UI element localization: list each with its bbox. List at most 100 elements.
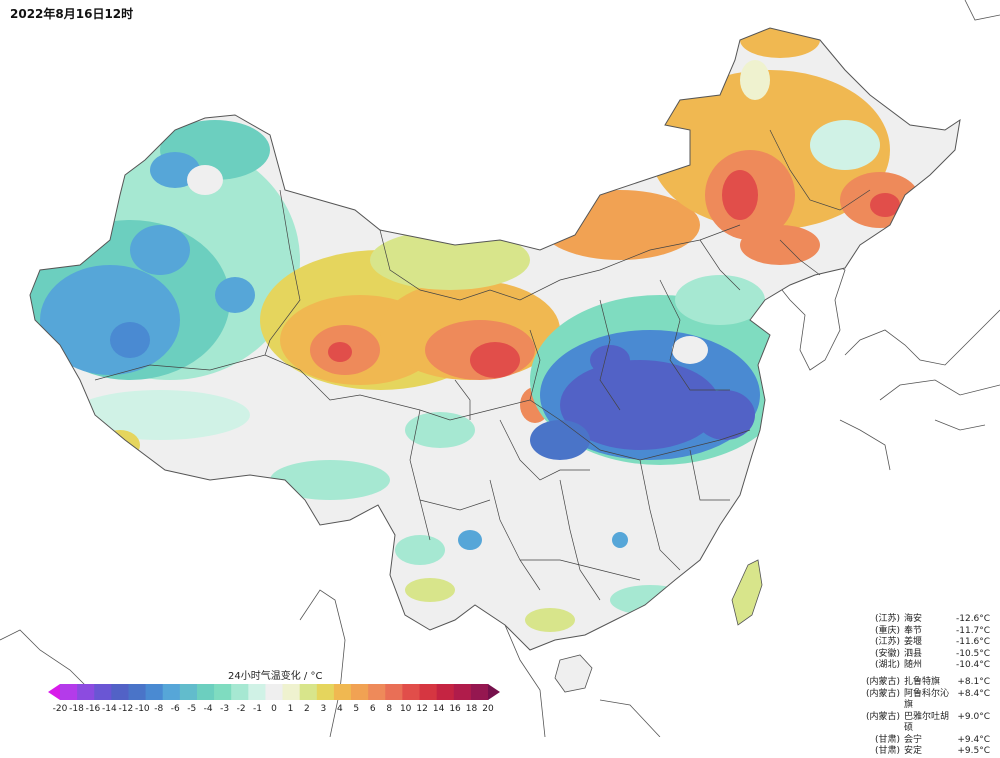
hainan-island — [554, 654, 593, 693]
station-value: -11.6°C — [956, 637, 991, 647]
station-value: -12.6°C — [956, 614, 991, 624]
colorbar-segment — [282, 684, 301, 700]
station-name: 巴雅尔吐胡硕 — [904, 711, 950, 734]
colorbar-segment — [60, 684, 78, 700]
station-region: (湖北) — [874, 660, 900, 670]
station-region: (安徽) — [874, 648, 900, 659]
station-value: +9.5°C — [957, 746, 990, 756]
china-border — [29, 27, 961, 651]
legend-tick-label: -6 — [170, 704, 180, 714]
legend-tick-label: -14 — [102, 704, 117, 714]
extreme-station-row: (甘肃) 安定 +9.5°C — [808, 746, 990, 758]
legend-tick-label: -12 — [118, 704, 134, 714]
colorbar-segment — [436, 684, 455, 700]
station-region: (内蒙古) — [865, 688, 900, 699]
station-name: 奉节 — [904, 625, 923, 636]
colorbar-segment — [299, 684, 318, 700]
legend-tick-label: -4 — [203, 704, 213, 714]
legend-colorbar — [48, 684, 500, 700]
station-value: +9.4°C — [957, 734, 990, 745]
station-name: 泗县 — [904, 648, 923, 659]
colorbar-segment — [265, 684, 284, 700]
colorbar-arrow-high — [488, 684, 500, 700]
warm-extremes-list: (内蒙古) 扎鲁特旗 +8.1°C (内蒙古) 阿鲁科尔沁旗 +8.4°C (内蒙古) 巴雅尔… — [808, 677, 990, 758]
station-region: (甘肃) — [874, 746, 900, 756]
colorbar-segment — [94, 684, 112, 700]
extreme-station-row: (湖北) 随州 -10.4°C — [808, 660, 990, 672]
legend-tick-label: -1 — [253, 704, 263, 714]
colorbar-segment — [145, 684, 164, 700]
colorbar-segment — [128, 684, 147, 700]
legend-tick-label: 8 — [386, 704, 393, 714]
legend-tick-label: 0 — [271, 704, 277, 714]
legend-tick-label: -20 — [52, 704, 68, 714]
extreme-station-row: (江苏) 姜堰 -11.6°C — [808, 637, 990, 649]
legend-tick-label: 6 — [369, 704, 376, 714]
station-value: -10.4°C — [956, 660, 991, 670]
legend-tick-label: 10 — [399, 704, 412, 714]
colorbar-segment — [470, 684, 489, 700]
station-value: -11.7°C — [956, 625, 991, 636]
colorbar-segment — [419, 684, 438, 700]
station-value: +8.1°C — [957, 677, 990, 687]
extreme-station-row: (内蒙古) 阿鲁科尔沁旗 +8.4°C — [808, 689, 990, 712]
legend-tick-label: 4 — [336, 704, 343, 714]
legend-tick-label: 1 — [287, 704, 294, 714]
legend-tick-label: -5 — [187, 704, 197, 714]
colorbar-segment — [196, 684, 215, 700]
station-name: 姜堰 — [904, 637, 923, 647]
cold-extremes-list: (江苏) 海安 -12.6°C (重庆) 奉节 -11.7°C (江苏) 姜堰 -11.6°C(… — [808, 614, 990, 672]
extreme-station-row: (江苏) 海安 -12.6°C — [808, 614, 990, 626]
station-name: 随州 — [904, 660, 923, 670]
colorbar-segment — [179, 684, 198, 700]
legend-tick-label: -18 — [69, 704, 84, 714]
legend-tick-label: 20 — [482, 704, 494, 714]
extreme-station-row: (内蒙古) 巴雅尔吐胡硕 +9.0°C — [808, 712, 990, 735]
station-name: 海安 — [904, 614, 923, 624]
colorbar-segment — [368, 684, 386, 700]
legend-tick-label: 2 — [304, 704, 310, 714]
colorbar-segment — [453, 684, 472, 700]
extreme-station-row: (甘肃) 会宁 +9.4°C — [808, 735, 990, 747]
legend-tick-label: 14 — [432, 704, 445, 714]
colorbar-segment — [248, 684, 266, 700]
legend-tick-label: -8 — [154, 704, 164, 714]
colorbar-segment — [402, 684, 421, 700]
legend-title: 24小时气温变化 / °C — [228, 671, 323, 682]
station-region: (重庆) — [874, 625, 900, 636]
legend-tick-label: 5 — [353, 704, 360, 714]
station-region: (内蒙古) — [865, 711, 900, 722]
station-name: 扎鲁特旗 — [904, 677, 941, 687]
station-region: (内蒙古) — [865, 677, 900, 687]
station-value: -10.5°C — [956, 648, 991, 659]
station-name: 安定 — [904, 746, 923, 756]
legend-tick-label: 12 — [416, 704, 428, 714]
colorbar-segment — [385, 684, 403, 700]
extreme-station-row: (内蒙古) 扎鲁特旗 +8.1°C — [808, 677, 990, 689]
colorbar-segment — [316, 684, 335, 700]
colorbar-arrow-low — [48, 684, 60, 700]
colorbar-segment — [77, 684, 95, 700]
legend-tick-label: -16 — [85, 704, 101, 714]
taiwan-island — [731, 559, 763, 626]
map-timestamp: 2022年8月16日12时 — [10, 7, 134, 21]
colorbar-segment — [214, 684, 232, 700]
station-value: +8.4°C — [957, 688, 990, 699]
legend-tick-labels: -20 -18 -16 -14 -12 -10 -8 -6 -5 -4 -3 -2 -1 0 1 2 3 4 5 6 8… — [0, 704, 520, 718]
province-boundaries — [94, 129, 871, 601]
colorbar-segment — [351, 684, 369, 700]
extreme-station-row: (安徽) 泗县 -10.5°C — [808, 649, 990, 661]
legend-tick-label: -3 — [220, 704, 230, 714]
temperature-change-map — [0, 0, 1000, 737]
colorbar-segment — [333, 684, 352, 700]
legend-tick-label: -10 — [134, 704, 150, 714]
station-name: 阿鲁科尔沁旗 — [904, 688, 950, 711]
legend-tick-label: -2 — [236, 704, 246, 714]
colorbar-segment — [162, 684, 181, 700]
legend-tick-label: 16 — [449, 704, 461, 714]
colorbar-segment — [111, 684, 129, 700]
extreme-station-row: (重庆) 奉节 -11.7°C — [808, 626, 990, 638]
station-name: 会宁 — [904, 734, 923, 745]
station-region: (江苏) — [874, 637, 900, 647]
station-region: (甘肃) — [874, 734, 900, 745]
